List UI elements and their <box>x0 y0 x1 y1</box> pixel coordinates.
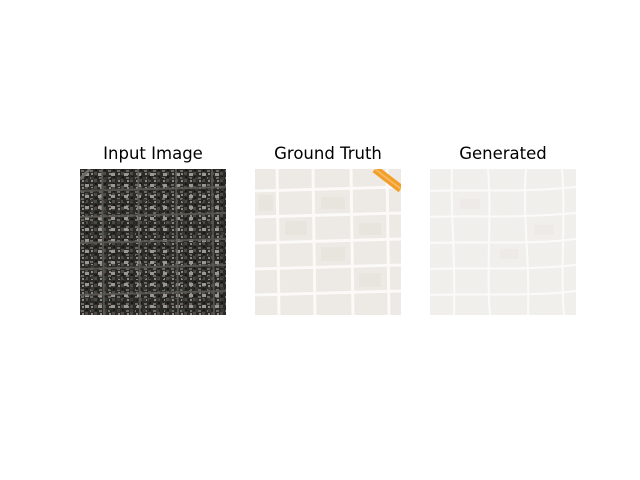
generated-title: Generated <box>459 144 547 163</box>
input-satellite-image <box>80 169 226 315</box>
ground-truth-map <box>255 169 401 315</box>
generated-map <box>430 169 576 315</box>
ground-truth-title: Ground Truth <box>274 144 382 163</box>
input-image-title: Input Image <box>103 144 203 163</box>
street-map-icon <box>255 169 401 315</box>
satellite-image-icon <box>80 169 226 315</box>
generated-street-map-icon <box>430 169 576 315</box>
